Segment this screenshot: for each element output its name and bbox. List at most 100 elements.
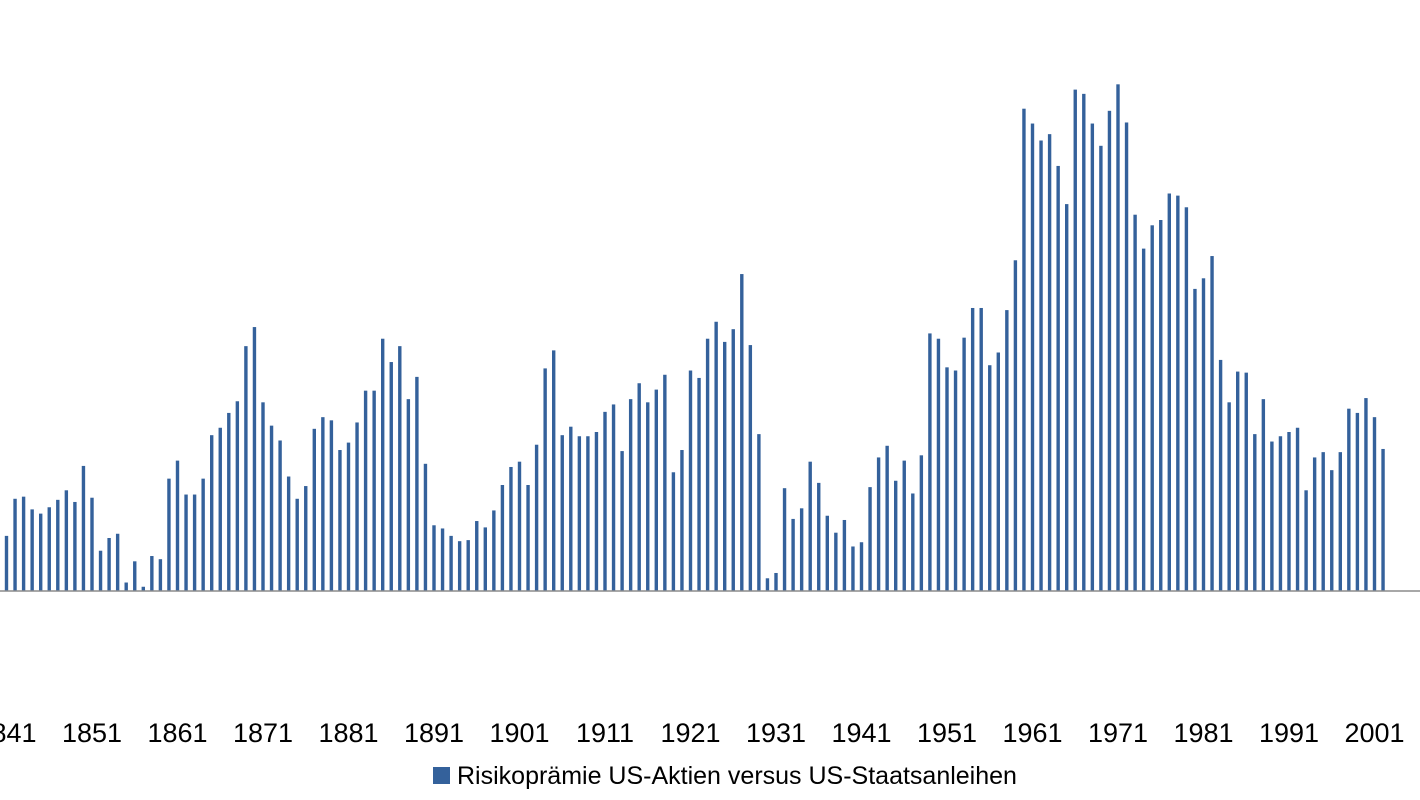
bar-1913 [620,451,624,591]
bar-1959 [1013,260,1018,591]
bar-1911 [603,411,607,591]
bar-1955 [979,307,983,591]
bar-1921 [688,370,693,591]
bar-1849 [73,501,77,591]
bar-1850 [81,465,86,591]
bar-1861 [175,460,180,591]
bar-1900 [509,466,513,591]
x-tick-label: 1851 [62,718,122,748]
bar-1930 [765,578,770,591]
bar-1984 [1227,402,1231,591]
x-tick-label: 1941 [831,718,891,748]
bar-1971 [1116,84,1120,591]
bar-1956 [988,365,992,591]
bar-1886 [389,362,393,591]
bar-1997 [1338,452,1342,591]
bar-1947 [911,493,915,591]
bar-1893 [449,535,453,591]
bar-1901 [517,461,522,591]
bar-1907 [569,426,573,591]
x-tick-label: 1901 [489,718,549,748]
bar-1994 [1312,457,1317,591]
bar-1924 [714,321,718,591]
bar-1851 [90,497,94,591]
bar-1910 [594,432,599,591]
x-tick-label: 1961 [1002,718,1062,748]
legend: Risikoprämie US-Aktien versus US-Staatsa… [433,762,1017,790]
bar-1970 [1107,110,1112,591]
bar-1855 [124,582,128,591]
bar-1979 [1184,207,1189,591]
bar-1918 [663,374,667,591]
bar-1995 [1321,452,1325,591]
bar-1859 [158,559,163,591]
bar-1948 [919,455,924,591]
bar-1963 [1047,134,1052,591]
bar-1892 [440,528,445,591]
x-tick-labels: 1841 1851 1861 1871 1881 1891 1901 1911 1921 1931… [0,718,1405,748]
bar-1932 [782,488,787,591]
bar-1937 [825,515,829,591]
bar-1993 [1304,490,1308,591]
bar-1847 [56,499,60,591]
bar-1884 [372,390,376,591]
bar-1853 [107,538,111,591]
bar-1876 [304,486,308,591]
bar-1985 [1236,371,1240,591]
x-tick-label: 1911 [576,718,634,748]
bar-1965 [1065,204,1069,591]
bar-1938 [834,532,838,591]
bar-1909 [586,436,590,591]
bar-1919 [671,472,676,591]
bar-1914 [628,399,633,591]
bar-1877 [312,428,316,591]
bar-1857 [141,586,145,591]
bar-1966 [1073,89,1077,592]
bar-1957 [996,352,1000,591]
bar-1862 [184,494,188,591]
bar-1999 [1355,412,1360,591]
x-tick-label: 1931 [746,718,806,748]
bar-1899 [500,485,505,591]
bar-1987 [1253,434,1257,591]
bar-1961 [1030,123,1035,591]
bar-1935 [808,461,812,591]
bar-1980 [1193,288,1197,591]
bar-1952 [953,370,958,591]
x-tick-label: 1981 [1173,718,1233,748]
bar-1926 [731,329,735,591]
bar-1954 [970,307,975,591]
bar-1894 [457,541,462,591]
bar-1950 [936,338,941,591]
x-tick-label: 1881 [318,718,378,748]
bar-1928 [748,345,753,591]
x-tick-label: 1871 [233,718,293,748]
bar-1904 [543,368,547,591]
bar-1845 [39,513,43,591]
bar-1927 [740,274,744,591]
bar-1936 [817,482,821,591]
bar-1905 [552,350,556,591]
bar-1878 [321,417,325,591]
bar-1890 [423,463,428,591]
bar-1990 [1278,436,1283,591]
bar-1923 [705,338,710,591]
bar-1949 [928,333,932,591]
x-tick-label: 2001 [1344,718,1404,748]
bar-1964 [1056,165,1060,591]
bar-1889 [415,376,419,591]
bar-1917 [654,389,658,591]
x-tick-label: 1951 [917,718,977,748]
bar-1942 [868,487,872,591]
bar-1975 [1150,225,1154,592]
bar-1991 [1287,432,1291,591]
bar-1865 [210,435,214,591]
bar-1960 [1022,108,1026,591]
bar-1915 [637,383,641,591]
bar-1858 [150,556,154,591]
bar-1940 [851,546,855,591]
bar-1860 [167,478,171,591]
bar-1945 [894,480,898,591]
bar-1902 [526,485,530,591]
bar-1972 [1124,122,1129,591]
